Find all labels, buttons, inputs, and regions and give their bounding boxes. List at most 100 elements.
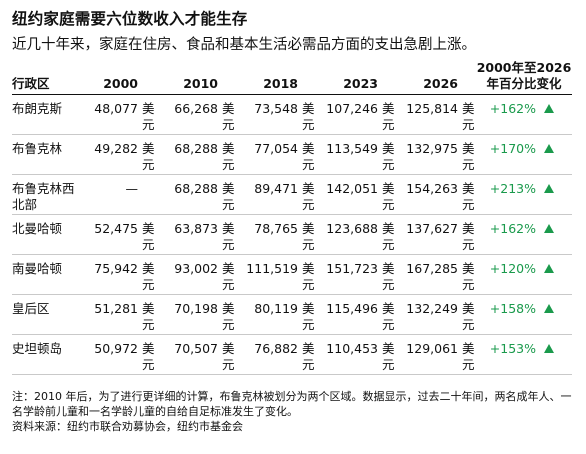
value-number: 113,549 (326, 141, 378, 156)
value-number: 77,054 (254, 141, 298, 156)
value-unit: 美元 (462, 301, 475, 332)
value-unit: 美元 (142, 341, 155, 372)
value-number: 132,975 (406, 141, 458, 156)
value-cell: 132,975 美元 (396, 134, 476, 175)
value-number: 137,627 (406, 221, 458, 236)
change-value: +162% (489, 101, 536, 116)
region-name: 布朗克斯 (12, 94, 76, 135)
value-cell: 63,873 美元 (156, 214, 236, 255)
header-2023: 2023 (316, 60, 396, 95)
value-unit: 美元 (302, 141, 315, 172)
value-cell: 77,054 美元 (236, 134, 316, 175)
value-number: 78,765 (254, 221, 298, 236)
value-cell: 68,288 美元 (156, 174, 236, 215)
value-unit: 美元 (302, 341, 315, 372)
value-cell: 75,942 美元 (76, 254, 156, 295)
value-unit: 美元 (142, 261, 155, 292)
value-number: 70,507 (174, 341, 218, 356)
value-unit: 美元 (462, 341, 475, 372)
change-cell: +162% (476, 94, 572, 135)
value-unit: 美元 (462, 141, 475, 172)
change-cell: +162% (476, 214, 572, 255)
value-unit: 美元 (462, 261, 475, 292)
table-row: 史坦顿岛 50,972 美元 70,507 美元 76,882 美元 110,453 美元 129… (12, 334, 572, 375)
value-number: 52,475 (94, 221, 138, 236)
value-cell: 107,246 美元 (316, 94, 396, 135)
value-cell: 154,263 美元 (396, 174, 476, 215)
change-value: +120% (489, 261, 536, 276)
value-number: 125,814 (406, 101, 458, 116)
value-number: 51,281 (94, 301, 138, 316)
header-change: 2000年至2026年百分比变化 (476, 60, 572, 95)
value-cell: 142,051 美元 (316, 174, 396, 215)
value-unit: 美元 (462, 221, 475, 252)
header-region: 行政区 (12, 60, 76, 95)
value-unit: 美元 (222, 221, 235, 252)
value-cell: 68,288 美元 (156, 134, 236, 175)
value-cell: 80,119 美元 (236, 294, 316, 335)
change-cell: +153% (476, 334, 572, 375)
header-2010: 2010 (156, 60, 236, 95)
value-number: 129,061 (406, 341, 458, 356)
value-cell: 123,688 美元 (316, 214, 396, 255)
value-unit: 美元 (222, 261, 235, 292)
source-note: 资料来源：纽约市联合劝募协会，纽约市基金会 (12, 420, 243, 433)
region-name: 北曼哈顿 (12, 214, 76, 255)
value-number: 154,263 (406, 181, 458, 196)
value-unit: 美元 (462, 101, 475, 132)
change-cell: +158% (476, 294, 572, 335)
value-cell: 73,548 美元 (236, 94, 316, 135)
region-name: 布鲁克林西北部 (12, 174, 76, 215)
up-triangle-icon (544, 144, 554, 153)
value-unit: 美元 (302, 221, 315, 252)
value-number: 63,873 (174, 221, 218, 236)
change-value: +170% (489, 141, 536, 156)
value-number: 107,246 (326, 101, 378, 116)
value-unit: 美元 (222, 341, 235, 372)
value-cell: 111,519 美元 (236, 254, 316, 295)
value-unit: 美元 (222, 141, 235, 172)
value-cell: 89,471 美元 (236, 174, 316, 215)
value-unit: 美元 (302, 301, 315, 332)
value-unit: 美元 (302, 261, 315, 292)
page-title: 纽约家庭需要六位数收入才能生存 (12, 10, 248, 28)
value-cell: 113,549 美元 (316, 134, 396, 175)
region-name: 史坦顿岛 (12, 334, 76, 375)
region-name: 布鲁克林 (12, 134, 76, 175)
value-cell: 93,002 美元 (156, 254, 236, 295)
value-cell: — (76, 174, 156, 215)
table-header-row: 行政区 2000 2010 2018 2023 2026 2000年至2026年… (12, 60, 572, 95)
value-unit: 美元 (142, 301, 155, 332)
value-unit: 美元 (382, 301, 395, 332)
value-cell: 125,814 美元 (396, 94, 476, 135)
value-unit: 美元 (222, 181, 235, 212)
value-number: 93,002 (174, 261, 218, 276)
value-number: 110,453 (326, 341, 378, 356)
up-triangle-icon (544, 104, 554, 113)
value-unit: 美元 (302, 181, 315, 212)
value-cell: 70,198 美元 (156, 294, 236, 335)
header-2018: 2018 (236, 60, 316, 95)
value-number: 76,882 (254, 341, 298, 356)
value-number: 68,288 (174, 141, 218, 156)
value-cell: 110,453 美元 (316, 334, 396, 375)
change-cell: +120% (476, 254, 572, 295)
value-unit: 美元 (222, 301, 235, 332)
value-cell: 137,627 美元 (396, 214, 476, 255)
value-cell: 70,507 美元 (156, 334, 236, 375)
value-number: 73,548 (254, 101, 298, 116)
value-unit: 美元 (142, 141, 155, 172)
value-unit: 美元 (222, 101, 235, 132)
value-number: — (125, 181, 139, 196)
value-unit: 美元 (382, 141, 395, 172)
change-value: +158% (489, 301, 536, 316)
value-number: 48,077 (94, 101, 138, 116)
value-cell: 115,496 美元 (316, 294, 396, 335)
value-number: 142,051 (326, 181, 378, 196)
value-cell: 78,765 美元 (236, 214, 316, 255)
value-cell: 52,475 美元 (76, 214, 156, 255)
table-row: 布朗克斯 48,077 美元 66,268 美元 73,548 美元 107,246 美元 125… (12, 94, 572, 135)
income-table: 行政区 2000 2010 2018 2023 2026 2000年至2026年… (12, 60, 572, 375)
value-number: 80,119 (254, 301, 298, 316)
value-unit: 美元 (382, 221, 395, 252)
